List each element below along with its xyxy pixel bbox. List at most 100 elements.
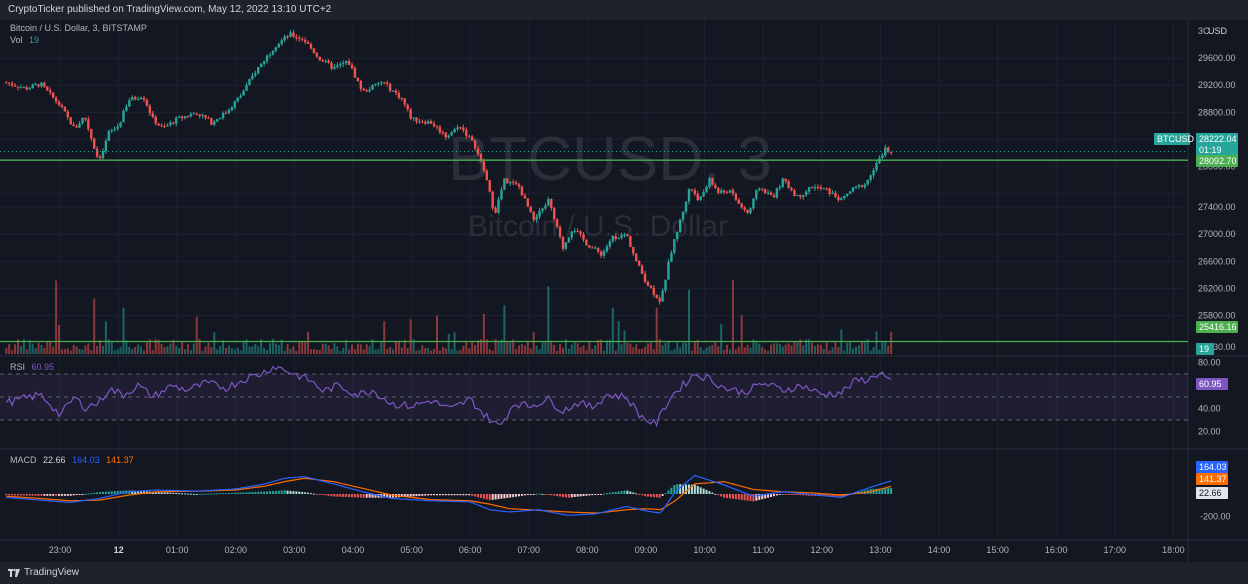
macd-hist-bar (456, 494, 459, 496)
volume-bar (286, 344, 289, 354)
candle-body (309, 43, 313, 49)
candle-body (790, 188, 793, 191)
volume-bar (99, 340, 102, 354)
macd-tick-label: -200.00 (1200, 512, 1231, 522)
macd-hist-bar (561, 494, 564, 497)
macd-hist-bar (482, 494, 485, 499)
macd-hist-bar (236, 492, 239, 494)
volume-bar (210, 347, 213, 354)
macd-hist-bar (770, 494, 773, 497)
volume-bar (96, 345, 99, 354)
volume-bar (327, 345, 330, 354)
watermark: BTCUSD, 3 Bitcoin / U.S. Dollar (448, 125, 772, 243)
macd-hist-bar (52, 494, 55, 496)
candle-body (388, 83, 392, 91)
volume-bar (682, 342, 685, 354)
candle-body (620, 234, 623, 238)
candle-body (834, 192, 837, 198)
hline-lower-tag: 25416.16 (1199, 322, 1237, 332)
macd-hist-bar (140, 491, 143, 494)
candle-body (670, 252, 673, 262)
macd-hist-bar (728, 494, 731, 499)
volume-bar (444, 348, 447, 354)
candle-body (286, 36, 289, 38)
volume-bar (60, 349, 63, 354)
volume-bars (5, 279, 893, 354)
volume-bar (673, 349, 676, 354)
volume-bar (816, 344, 819, 354)
volume-bar (731, 279, 734, 354)
candle-body (699, 196, 702, 200)
time-tick-label: 18:00 (1162, 545, 1185, 555)
candle-body (746, 209, 749, 213)
candle-body (271, 50, 275, 55)
symbol-tag: BTCUSD (1157, 134, 1195, 144)
volume-bar (280, 339, 283, 354)
vol-value: 19 (29, 35, 40, 45)
macd-hist-bar (538, 493, 541, 495)
rsi-tag: 60.95 (1199, 379, 1222, 389)
macd-hist-bar (365, 494, 368, 498)
macd-hist-bar (603, 493, 606, 495)
candle-body (526, 198, 530, 207)
candle-body (113, 128, 116, 130)
macd-hist-bar (84, 493, 87, 495)
footer-brand[interactable]: TradingView (24, 567, 80, 578)
currency-label: USD (1208, 26, 1228, 36)
candle-body (611, 235, 614, 242)
candle-body (567, 237, 571, 243)
macd-hist-bar (386, 494, 389, 498)
candle-body (327, 60, 330, 63)
macd-hist-bar (887, 488, 890, 494)
macd-hist-bar (19, 494, 22, 496)
macd-hist-bar (614, 491, 617, 494)
rsi-label: RSI (10, 362, 26, 372)
candle-body (582, 234, 585, 240)
candle-body (43, 82, 46, 87)
macd-tag-blue: 164.03 (1199, 462, 1227, 472)
volume-bar (743, 347, 746, 354)
volume-bar (5, 348, 8, 354)
candle-body (274, 47, 278, 51)
indicator-lines (5, 365, 892, 516)
watermark-symbol: BTCUSD, 3 (448, 125, 772, 194)
time-axis[interactable]: 23:00 12 01:00 02:00 03:00 04:00 05:00 06:00 07:… (49, 545, 1185, 555)
volume-bar (860, 340, 863, 354)
candle-body (315, 53, 319, 57)
candle-body (98, 156, 102, 159)
candle-body (66, 111, 70, 118)
macd-hist-bar (796, 494, 799, 495)
candle-body (702, 192, 705, 197)
candle-body (825, 188, 828, 190)
volume-bar (479, 339, 482, 354)
candle-body (298, 37, 301, 39)
macd-hist-bar (529, 494, 532, 495)
candle-body (394, 90, 398, 93)
volume-bar (365, 343, 368, 354)
macd-hist-bar (263, 491, 266, 494)
candle-body (119, 122, 122, 127)
macd-hist-bar (433, 494, 436, 496)
volume-bar (415, 350, 418, 354)
volume-bar (43, 347, 46, 354)
candle-body (599, 251, 603, 256)
candle-body (778, 186, 782, 189)
horizontal-lines[interactable] (0, 150, 1188, 343)
volume-bar (216, 349, 219, 354)
volume-bar (412, 339, 415, 354)
candle-body (432, 123, 436, 127)
macd-hist-bar (465, 494, 468, 496)
candle-body (681, 211, 685, 220)
volume-bar (518, 345, 521, 354)
macd-hist-bar (802, 494, 805, 496)
candle-body (116, 126, 119, 129)
volume-bar (520, 344, 523, 354)
volume-bar (377, 348, 380, 354)
volume-bar (37, 342, 40, 354)
macd-hist-bar (268, 491, 271, 494)
volume-bar (784, 344, 787, 354)
volume-bar (608, 339, 611, 354)
candle-body (151, 113, 154, 117)
candle-body (781, 178, 784, 187)
